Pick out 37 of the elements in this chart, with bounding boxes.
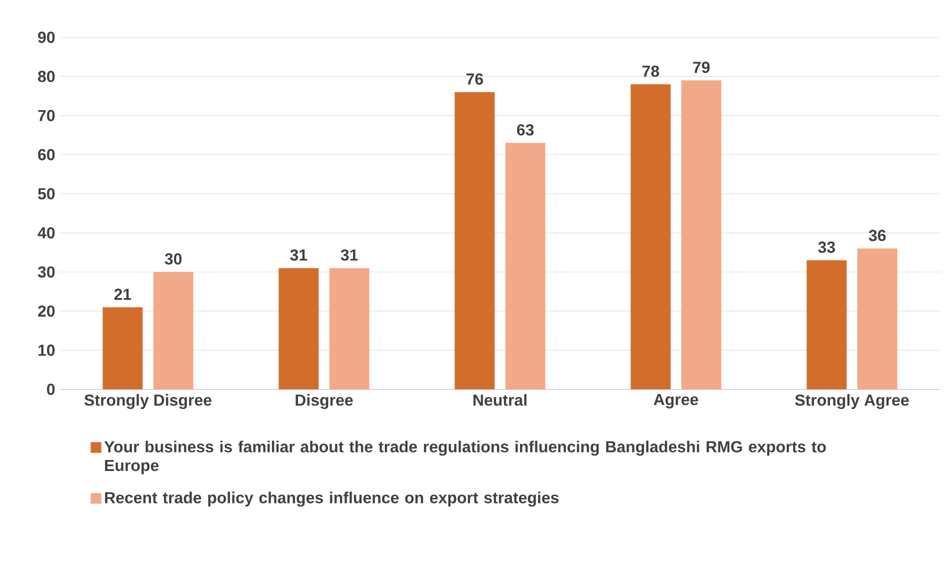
data-label: 31 [340,249,358,261]
y-tick-label: 20 [38,305,55,317]
bar [857,248,898,390]
data-label: 79 [693,62,710,73]
data-label: 31 [290,249,308,261]
data-label: 63 [517,124,534,136]
y-tick-label: 10 [38,344,55,356]
x-tick-label: Neutral [474,394,526,406]
bar [102,307,143,390]
legend-label: Your business is familiar about the trade regulations influencing Bangladeshi RMG exports to Europe [104,440,826,474]
data-label: 78 [642,66,660,77]
x-tick-label: Strongly Agree [795,394,909,410]
y-tick-label: 50 [38,188,55,200]
y-tick-label: 90 [38,32,55,43]
bar [630,84,671,390]
x-tick-label: Strongly Disgree [84,394,212,410]
bar [505,142,546,390]
bar [278,268,319,390]
x-tick-label: Disgree [296,394,353,410]
y-tick-label: 70 [38,110,55,122]
data-label: 76 [466,73,483,85]
bar [806,260,847,390]
y-tick-label: 80 [38,70,55,82]
data-label: 30 [164,253,182,265]
data-label: 36 [868,230,886,242]
bar [329,268,370,390]
bar [454,92,495,390]
y-tick-label: 40 [38,227,55,239]
x-tick-label: Agree [654,394,698,408]
data-label: 21 [114,288,132,300]
y-tick-label: 30 [38,266,55,278]
data-label: 33 [818,242,835,253]
bar [681,80,722,390]
y-tick-label: 0 [47,384,55,395]
y-tick-label: 60 [38,149,55,160]
legend-label: Recent trade policy changes influence on export strategies [105,492,559,507]
bar [153,272,194,390]
